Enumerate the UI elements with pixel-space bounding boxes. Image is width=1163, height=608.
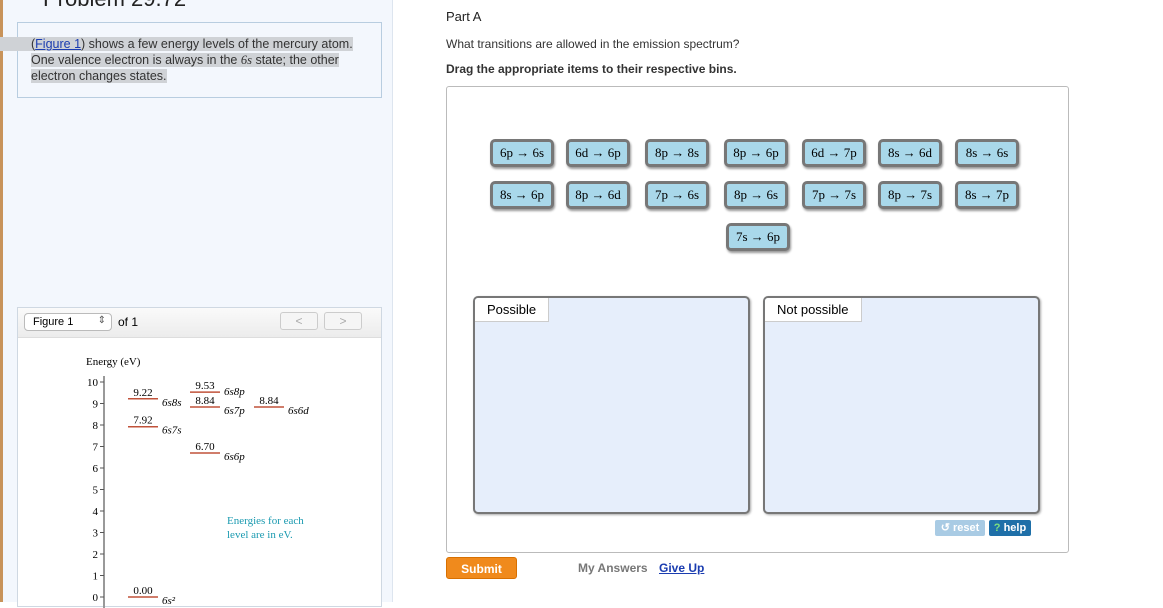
energy-value: 0.00: [133, 585, 153, 597]
y-tick-label: 8: [93, 420, 99, 432]
give-up-link[interactable]: Give Up: [659, 561, 705, 575]
transition-tile[interactable]: 8p → 6s: [724, 181, 788, 209]
state-label: 6s7s: [162, 425, 182, 437]
figure-link[interactable]: Figure 1: [35, 37, 82, 51]
transition-tile[interactable]: 6p → 6s: [490, 139, 554, 167]
bin-label: Not possible: [765, 298, 862, 322]
y-tick-label: 1: [93, 571, 99, 583]
question-icon: ?: [993, 522, 1004, 534]
help-button[interactable]: ? help: [989, 520, 1031, 536]
state-label: 6s8s: [162, 397, 182, 409]
energy-value: 8.84: [195, 395, 215, 407]
y-tick-label: 9: [93, 399, 99, 411]
state-label: 6s6d: [288, 405, 309, 417]
state-label: 6s²: [162, 595, 176, 607]
state-label: 6s7p: [224, 405, 245, 417]
transition-tile[interactable]: 8s → 6s: [955, 139, 1019, 167]
drag-drop-area: 6p → 6s 6d → 6p 8p → 8s 8p → 6p 6d → 7p 8s → …: [446, 86, 1069, 553]
y-axis-label: Energy (eV): [86, 356, 141, 368]
y-tick-label: 0: [93, 592, 99, 604]
prev-figure-button[interactable]: <: [280, 312, 318, 330]
transition-tile[interactable]: 7p → 7s: [802, 181, 866, 209]
chevron-updown-icon: ⇕: [97, 315, 106, 326]
intro-text: (Figure 1) shows a few energy levels of …: [31, 37, 353, 83]
energy-level-diagram: Energy (eV) 0 1 2 3 4 5 6 7 8 9 10 9.22 6s8s 7.92 6s7s 0…: [86, 356, 309, 608]
state-label: 6s8p: [224, 386, 245, 398]
transition-tile[interactable]: 8p → 6d: [566, 181, 630, 209]
instruction-text: Drag the appropriate items to their resp…: [446, 62, 737, 76]
transition-tile[interactable]: 7s → 6p: [726, 223, 790, 251]
y-tick-label: 6: [93, 463, 99, 475]
figure-header: Figure 1 ⇕ of 1 < >: [18, 308, 381, 338]
next-figure-button[interactable]: >: [324, 312, 362, 330]
submit-button[interactable]: Submit: [446, 557, 517, 579]
transition-tile[interactable]: 8s → 6d: [878, 139, 942, 167]
bin-label: Possible: [475, 298, 550, 322]
energy-value: 9.22: [133, 387, 152, 399]
note-text: level are in eV.: [227, 529, 293, 541]
state-label: 6s6p: [224, 451, 245, 463]
my-answers-link[interactable]: My Answers: [578, 561, 648, 575]
y-tick-label: 10: [87, 377, 99, 389]
problem-panel: Problem 29.72 (Figure 1) shows a few ene…: [0, 0, 393, 608]
transition-tile[interactable]: 7p → 6s: [645, 181, 709, 209]
transition-tile[interactable]: 8s → 6p: [490, 181, 554, 209]
figure-count: of 1: [118, 315, 139, 329]
transition-tile[interactable]: 6d → 6p: [566, 139, 630, 167]
y-tick-label: 4: [93, 506, 99, 518]
intro-box: (Figure 1) shows a few energy levels of …: [17, 22, 382, 98]
energy-value: 6.70: [195, 441, 215, 453]
problem-title: Problem 29.72: [43, 0, 186, 12]
figure-viewer: Figure 1 ⇕ of 1 < > Energy (eV) 0 1 2 3 4 5 6 7 8 9…: [17, 307, 382, 608]
note-text: Energies for each: [227, 515, 304, 527]
bin-possible[interactable]: Possible: [473, 296, 750, 514]
transition-tile[interactable]: 6d → 7p: [802, 139, 866, 167]
reset-icon: ↺: [940, 522, 953, 534]
figure-select[interactable]: Figure 1 ⇕: [24, 313, 112, 331]
reset-button[interactable]: ↺ reset: [935, 520, 985, 536]
bin-not-possible[interactable]: Not possible: [763, 296, 1040, 514]
y-tick-label: 7: [93, 442, 99, 454]
transition-tile[interactable]: 8p → 6p: [724, 139, 788, 167]
y-tick-label: 2: [93, 549, 99, 561]
question-text: What transitions are allowed in the emis…: [446, 37, 740, 51]
energy-value: 8.84: [259, 395, 279, 407]
transition-tile[interactable]: 8p → 8s: [645, 139, 709, 167]
part-title: Part A: [446, 9, 482, 24]
energy-value: 7.92: [133, 415, 152, 427]
energy-value: 9.53: [195, 380, 215, 392]
transition-tile[interactable]: 8p → 7s: [878, 181, 942, 209]
y-tick-label: 3: [93, 528, 99, 540]
y-tick-label: 5: [93, 485, 99, 497]
transition-tile[interactable]: 8s → 7p: [955, 181, 1019, 209]
